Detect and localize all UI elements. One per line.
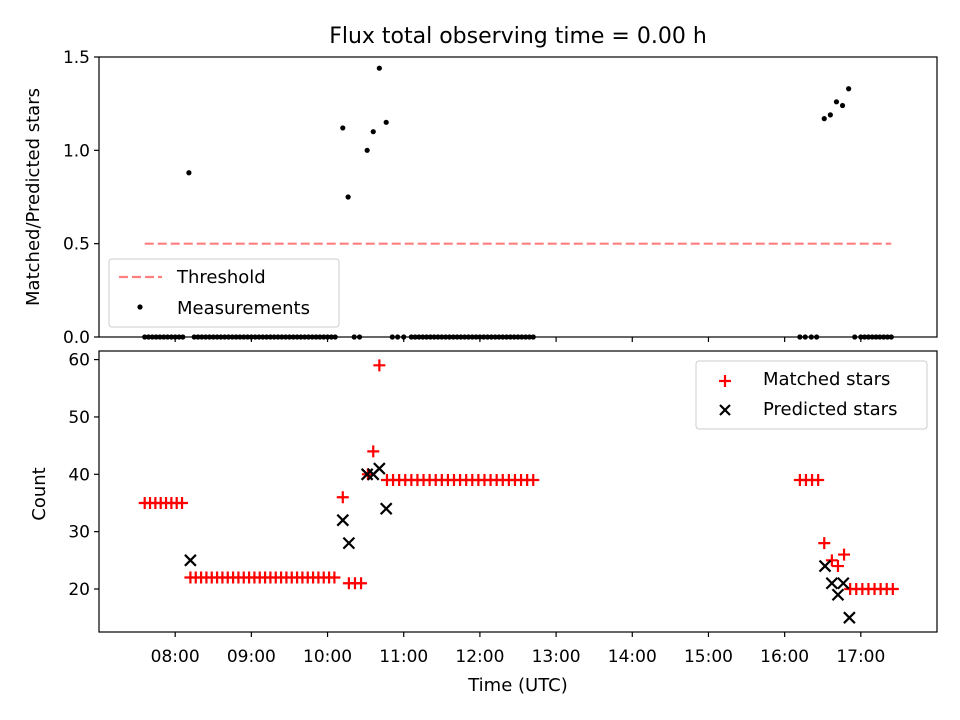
measurement-point — [846, 86, 852, 92]
measurement-point — [833, 99, 840, 105]
top-legend: Threshold Measurements — [108, 258, 340, 328]
matched-star-point — [176, 496, 189, 509]
predicted-star-point — [825, 576, 839, 590]
measurement-point — [383, 119, 389, 125]
measurement-point — [827, 112, 833, 118]
bottom-legend: Matched stars Predicted stars — [695, 360, 928, 430]
bottom-y-tick-label: 20 — [68, 580, 90, 600]
top-legend-box — [108, 258, 340, 328]
x-tick-label: 10:00 — [303, 647, 352, 667]
measurement-point — [345, 194, 351, 200]
predicted-legend-marker — [719, 404, 731, 416]
measurement-point — [839, 102, 846, 109]
measurements-legend-marker — [137, 304, 143, 310]
matched-star-point — [831, 560, 844, 573]
top-y-axis-label: Matched/Predicted stars — [23, 88, 44, 306]
top-y-tick-label: 0.0 — [63, 328, 90, 348]
x-tick-label: 08:00 — [151, 647, 200, 667]
matched-legend-label: Matched stars — [763, 369, 890, 390]
predicted-star-point — [336, 513, 350, 527]
bottom-y-axis-label: Count — [29, 467, 50, 520]
x-tick-label: 17:00 — [836, 647, 885, 667]
matched-star-point — [886, 582, 899, 595]
x-tick-label: 15:00 — [684, 647, 733, 667]
x-axis-label: Time (UTC) — [467, 675, 568, 696]
x-tick-label: 14:00 — [608, 647, 657, 667]
bottom-legend-box — [695, 360, 928, 430]
measurement-point — [340, 125, 346, 131]
top-plot-area — [142, 65, 894, 340]
matched-star-point — [336, 491, 349, 504]
matched-star-point — [825, 554, 838, 567]
x-tick-label: 13:00 — [532, 647, 581, 667]
chart-title: Flux total observing time = 0.00 h — [329, 24, 707, 49]
predicted-star-point — [837, 576, 850, 590]
top-y-tick-label: 0.5 — [63, 235, 90, 255]
measurement-point — [376, 65, 382, 71]
bottom-y-tick-label: 60 — [68, 351, 90, 371]
x-tick-label: 16:00 — [760, 647, 809, 667]
matched-star-point — [818, 537, 831, 550]
matched-star-point — [527, 474, 540, 487]
measurement-point — [186, 170, 192, 176]
predicted-star-point — [843, 611, 856, 624]
predicted-star-point — [818, 559, 832, 573]
matched-star-point — [812, 474, 825, 487]
matched-star-point — [373, 359, 386, 372]
top-y-tick-label: 1.5 — [63, 48, 90, 68]
bottom-axes-frame — [98, 350, 938, 633]
top-axes-frame — [98, 56, 938, 338]
predicted-star-point — [342, 536, 356, 550]
bottom-y-tick-label: 50 — [68, 408, 90, 428]
matched-star-point — [328, 571, 341, 584]
predicted-star-point — [379, 502, 393, 515]
matched-star-point — [355, 577, 368, 590]
predicted-legend-label: Predicted stars — [763, 399, 897, 420]
predicted-star-point — [184, 554, 197, 567]
measurement-point — [821, 116, 827, 122]
measurement-point — [364, 147, 370, 153]
measurement-point — [370, 129, 376, 135]
top-y-tick-label: 1.0 — [63, 141, 90, 161]
bottom-plot-area — [138, 359, 899, 624]
x-tick-label: 11:00 — [379, 647, 428, 667]
x-tick-label: 12:00 — [455, 647, 504, 667]
measurements-legend-label: Measurements — [177, 298, 310, 319]
x-tick-label: 09:00 — [227, 647, 276, 667]
predicted-star-point — [373, 462, 386, 475]
matched-star-point — [367, 445, 380, 458]
matched-legend-marker — [719, 375, 731, 387]
matched-star-point — [838, 548, 851, 561]
bottom-y-tick-label: 30 — [68, 523, 90, 543]
predicted-star-point — [831, 588, 845, 602]
bottom-y-tick-label: 40 — [68, 465, 90, 485]
threshold-legend-label: Threshold — [176, 267, 266, 288]
